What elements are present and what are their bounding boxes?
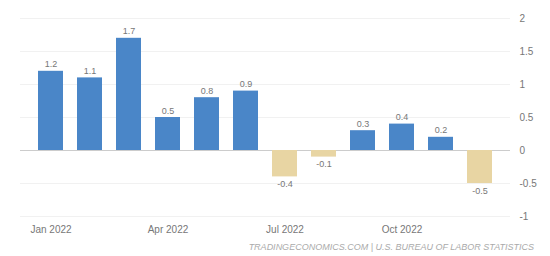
svg-text:Oct 2022: Oct 2022 <box>382 224 423 235</box>
svg-text:0.2: 0.2 <box>435 125 448 135</box>
svg-text:1: 1 <box>520 79 526 90</box>
svg-text:Jul 2022: Jul 2022 <box>266 224 304 235</box>
svg-text:-0.4: -0.4 <box>277 179 293 189</box>
svg-text:-1: -1 <box>520 211 529 222</box>
svg-text:0.8: 0.8 <box>201 86 214 96</box>
svg-text:1.1: 1.1 <box>84 66 97 76</box>
svg-text:1.7: 1.7 <box>123 26 136 36</box>
svg-text:0: 0 <box>520 145 526 156</box>
svg-text:-0.1: -0.1 <box>316 159 332 169</box>
svg-text:2: 2 <box>520 13 526 24</box>
svg-text:0.5: 0.5 <box>162 106 175 116</box>
svg-text:0.5: 0.5 <box>520 112 534 123</box>
svg-text:0.9: 0.9 <box>240 79 253 89</box>
svg-text:0.3: 0.3 <box>357 119 370 129</box>
svg-text:-0.5: -0.5 <box>472 186 488 196</box>
svg-text:Jan 2022: Jan 2022 <box>30 224 72 235</box>
svg-text:Apr 2022: Apr 2022 <box>148 224 189 235</box>
svg-text:1.5: 1.5 <box>520 46 534 57</box>
svg-text:1.2: 1.2 <box>45 59 58 69</box>
svg-text:0.4: 0.4 <box>396 112 409 122</box>
svg-text:-0.5: -0.5 <box>520 178 538 189</box>
html-text:TRADINGECONOMICS.COM | U.S. BU: TRADINGECONOMICS.COM | U.S. BUREAU OF LA… <box>248 242 534 252</box>
